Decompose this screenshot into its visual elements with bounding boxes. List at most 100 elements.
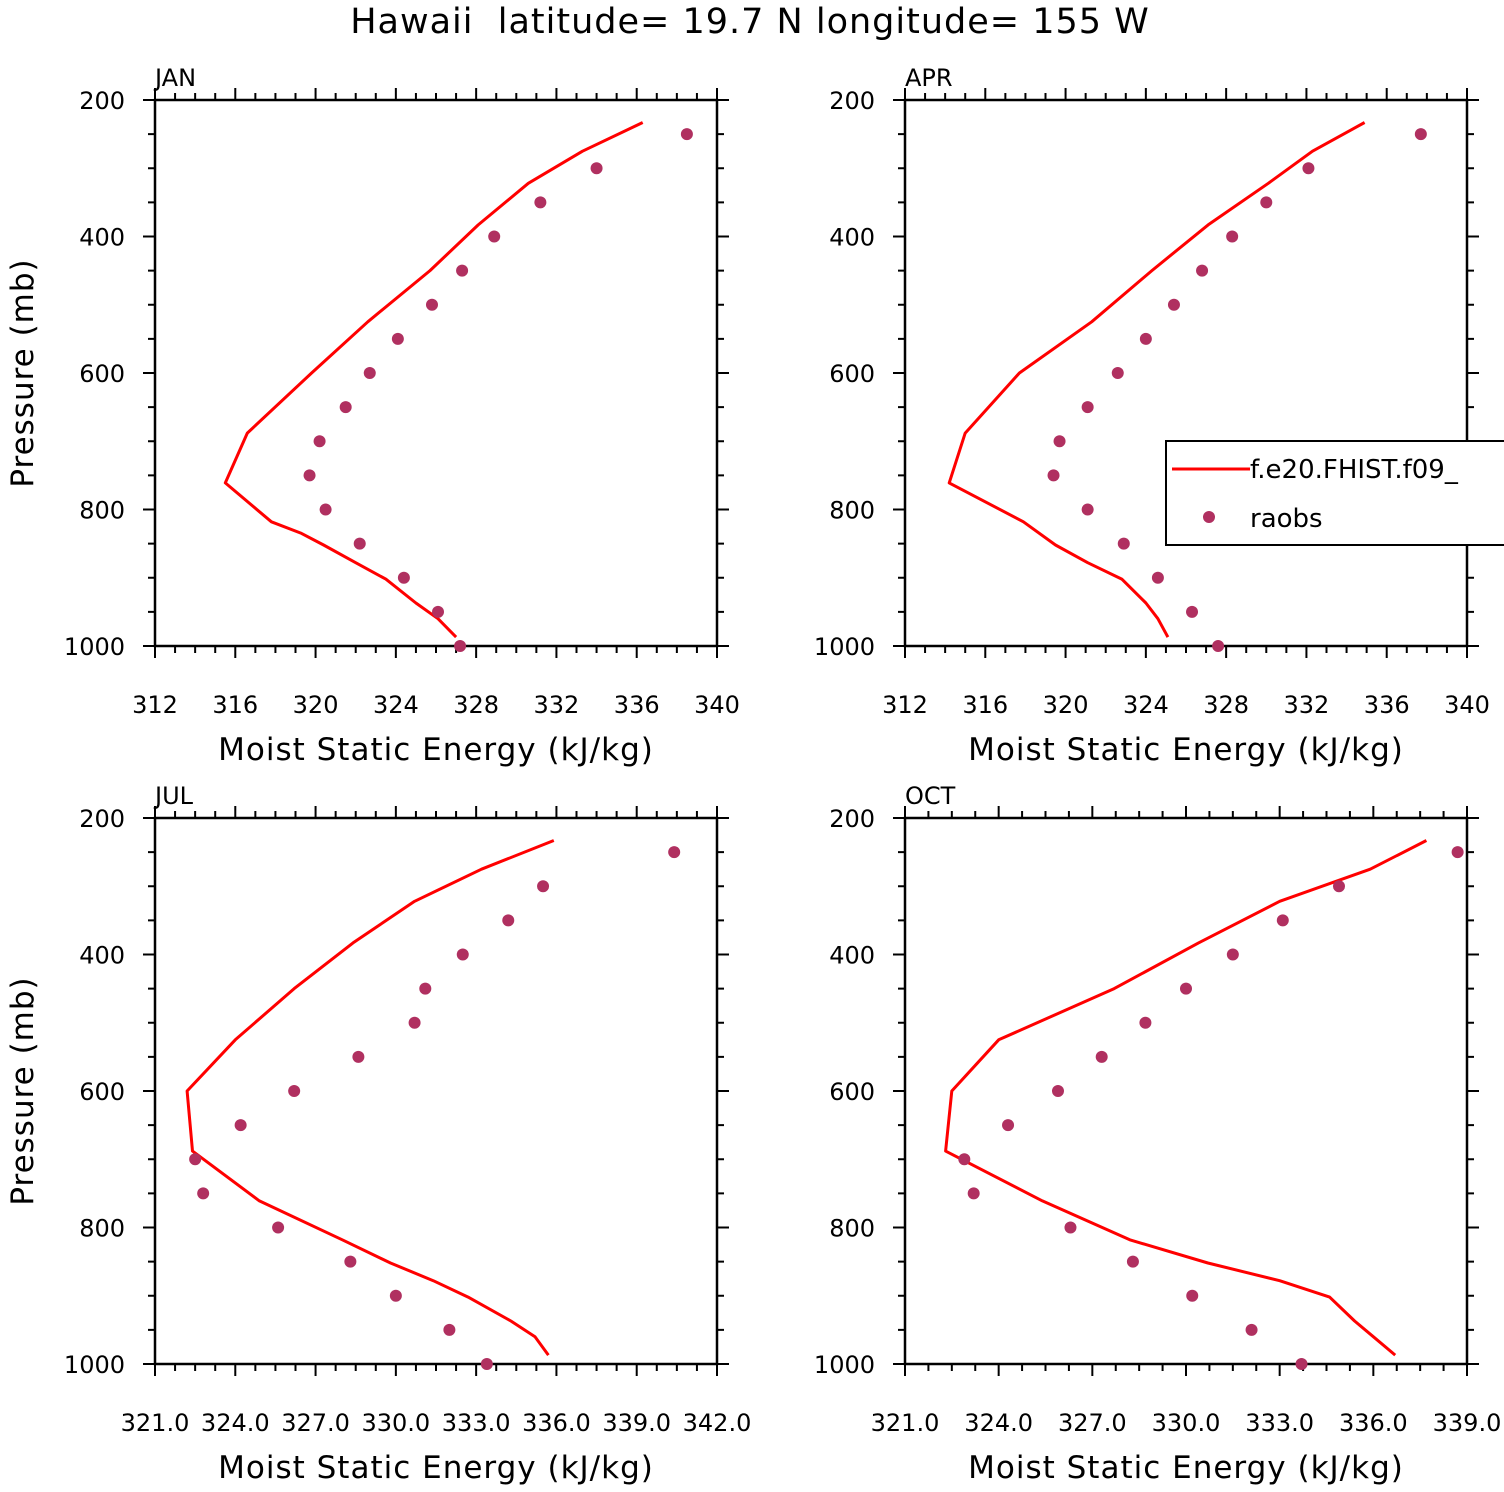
panel-oct: OCT 321.0 324.0 327.0 330.0 333.0 336.0 339.0 20…	[814, 782, 1501, 1486]
x-tick-label: 312	[132, 691, 178, 719]
plot-frame	[903, 816, 1469, 1366]
y-tick-label: 400	[79, 942, 125, 970]
panel-jul: JUL 321.0 324.0 327.0 330.0 333.0 336.0 339.0 34…	[5, 782, 751, 1486]
x-tick-label: 328	[1203, 691, 1249, 719]
raobs-point	[353, 537, 366, 550]
raobs-point	[352, 1050, 365, 1063]
raobs-point	[234, 1119, 247, 1132]
x-tick-label: 339.0	[602, 1409, 671, 1437]
y-tick-label: 800	[79, 497, 125, 525]
legend-marker-swatch	[1203, 511, 1215, 523]
y-tick-label: 400	[829, 942, 875, 970]
panel-title: JUL	[153, 782, 194, 810]
raobs-point	[1302, 162, 1315, 175]
y-tick-label: 600	[79, 1078, 125, 1106]
raobs-point	[1126, 1255, 1139, 1268]
raobs-point	[456, 948, 469, 961]
y-axis-label: Pressure (mb)	[5, 976, 41, 1205]
y-tick-label: 1000	[814, 633, 875, 661]
raobs-point	[344, 1255, 357, 1268]
y-tick-label: 1000	[814, 1351, 875, 1379]
raobs-point	[534, 196, 547, 209]
panel-title: OCT	[905, 782, 956, 810]
raobs-point	[1167, 298, 1180, 311]
x-tick-label: 321.0	[121, 1409, 190, 1437]
raobs-point	[1196, 264, 1209, 277]
raobs-point	[408, 1016, 421, 1029]
raobs-point	[432, 605, 445, 618]
x-tick-label: 324	[1123, 691, 1169, 719]
model-series-line	[947, 121, 1366, 638]
raobs-point	[1117, 537, 1130, 550]
x-axis-label: Moist Static Energy (kJ/kg)	[968, 1450, 1404, 1486]
raobs-point	[537, 880, 550, 893]
raobs-point	[1226, 948, 1239, 961]
raobs-point	[456, 264, 469, 277]
x-tick-label: 316	[212, 691, 258, 719]
raobs-point	[1139, 1016, 1152, 1029]
raobs-point	[443, 1323, 456, 1336]
raobs-point	[1064, 1221, 1077, 1234]
plot-frame	[153, 98, 719, 648]
y-tick-label: 1000	[64, 633, 125, 661]
y-tick-label: 200	[79, 87, 125, 115]
x-tick-label: 336.0	[1339, 1409, 1408, 1437]
raobs-point	[272, 1221, 285, 1234]
raobs-point	[967, 1187, 980, 1200]
raobs-point	[1047, 469, 1060, 482]
x-axis-label: Moist Static Energy (kJ/kg)	[218, 732, 654, 768]
raobs-point	[1186, 1289, 1199, 1302]
x-axis-label: Moist Static Energy (kJ/kg)	[968, 732, 1404, 768]
panel-title: APR	[905, 64, 953, 92]
x-tick-label: 324.0	[201, 1409, 270, 1437]
raobs-point	[397, 571, 410, 584]
x-tick-label: 316	[962, 691, 1008, 719]
raobs-point	[1260, 196, 1273, 209]
x-tick-label: 330.0	[361, 1409, 430, 1437]
figure-title: Hawaii latitude= 19.7 N longitude= 155 W	[350, 2, 1150, 42]
raobs-point	[425, 298, 438, 311]
raobs-point	[1180, 982, 1192, 995]
raobs-point	[1276, 914, 1289, 927]
x-tick-label: 312	[882, 691, 928, 719]
raobs-point	[1451, 846, 1464, 859]
raobs-point	[488, 230, 501, 243]
y-tick-label: 1000	[64, 1351, 125, 1379]
raobs-point	[1151, 571, 1164, 584]
legend-box	[1165, 440, 1504, 546]
raobs-point	[1245, 1323, 1258, 1336]
raobs-point	[958, 1153, 971, 1166]
raobs-point	[389, 1289, 402, 1302]
x-tick-label: 332	[1284, 691, 1330, 719]
y-axis-label: Pressure (mb)	[5, 258, 41, 487]
x-tick-label: 336	[614, 691, 660, 719]
plot-frame	[903, 98, 1469, 648]
raobs-point	[319, 503, 332, 516]
y-tick-label: 600	[79, 360, 125, 388]
raobs-point	[680, 128, 693, 141]
raobs-point	[1295, 1358, 1308, 1370]
raobs-point	[480, 1358, 493, 1370]
x-tick-label: 333.0	[442, 1409, 511, 1437]
x-tick-label: 330.0	[1152, 1409, 1221, 1437]
raobs-point	[288, 1085, 301, 1097]
panel-jan: JAN 312 316 320 324 328 332 336 340 200 400 600 800 1…	[5, 64, 740, 768]
panel-apr: APR 312 316 320 324 328 332 336 340 200 400 600 800 1…	[814, 64, 1490, 768]
raobs-point	[1095, 1050, 1108, 1063]
y-tick-label: 600	[829, 360, 875, 388]
x-tick-label: 333.0	[1245, 1409, 1314, 1437]
x-tick-label: 324	[373, 691, 419, 719]
raobs-point	[590, 162, 603, 175]
raobs-point	[1212, 640, 1225, 652]
y-tick-label: 400	[79, 224, 125, 252]
raobs-point	[1051, 1085, 1064, 1097]
x-tick-label: 324.0	[964, 1409, 1033, 1437]
raobs-point	[1081, 401, 1094, 414]
model-series-line	[944, 839, 1428, 1357]
x-tick-label: 342.0	[683, 1409, 752, 1437]
x-tick-label: 320	[293, 691, 339, 719]
y-tick-label: 200	[829, 87, 875, 115]
legend-label-model: f.e20.FHIST.f09_	[1250, 455, 1459, 485]
